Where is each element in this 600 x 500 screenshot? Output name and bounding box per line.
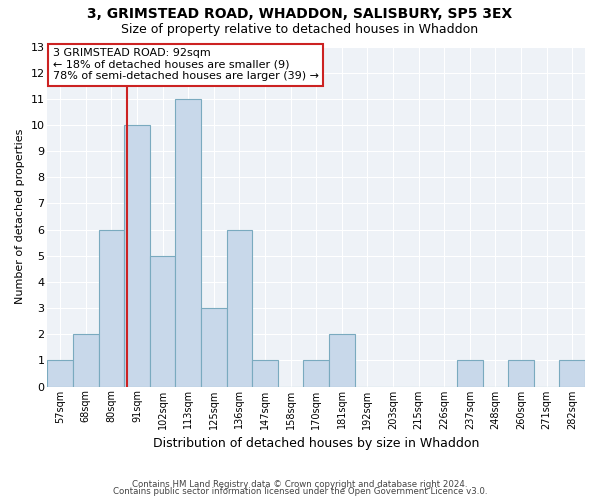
X-axis label: Distribution of detached houses by size in Whaddon: Distribution of detached houses by size … <box>153 437 479 450</box>
Text: 3 GRIMSTEAD ROAD: 92sqm
← 18% of detached houses are smaller (9)
78% of semi-det: 3 GRIMSTEAD ROAD: 92sqm ← 18% of detache… <box>53 48 319 82</box>
Bar <box>73 334 98 386</box>
Bar <box>508 360 534 386</box>
Bar <box>150 256 175 386</box>
Bar <box>227 230 252 386</box>
Bar <box>304 360 329 386</box>
Bar <box>98 230 124 386</box>
Bar <box>329 334 355 386</box>
Bar <box>252 360 278 386</box>
Bar <box>175 99 201 386</box>
Bar <box>457 360 482 386</box>
Bar <box>201 308 227 386</box>
Bar <box>559 360 585 386</box>
Text: Contains public sector information licensed under the Open Government Licence v3: Contains public sector information licen… <box>113 488 487 496</box>
Text: Size of property relative to detached houses in Whaddon: Size of property relative to detached ho… <box>121 22 479 36</box>
Text: Contains HM Land Registry data © Crown copyright and database right 2024.: Contains HM Land Registry data © Crown c… <box>132 480 468 489</box>
Bar <box>124 125 150 386</box>
Y-axis label: Number of detached properties: Number of detached properties <box>15 129 25 304</box>
Text: 3, GRIMSTEAD ROAD, WHADDON, SALISBURY, SP5 3EX: 3, GRIMSTEAD ROAD, WHADDON, SALISBURY, S… <box>88 8 512 22</box>
Bar <box>47 360 73 386</box>
